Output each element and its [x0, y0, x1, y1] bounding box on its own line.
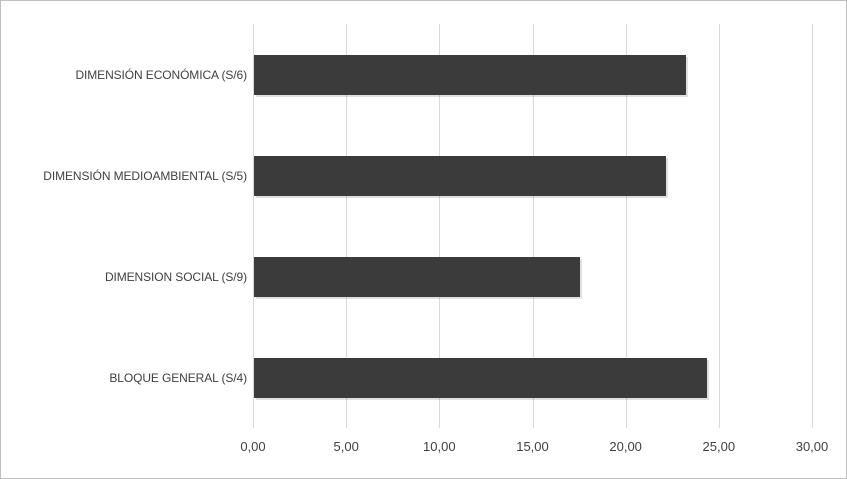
x-tick-label: 20,00	[609, 439, 642, 454]
gridline	[439, 24, 441, 428]
category-label: BLOQUE GENERAL (S/4)	[109, 370, 247, 385]
x-tick-label: 15,00	[516, 439, 549, 454]
bar	[254, 54, 687, 95]
category-label: DIMENSIÓN MEDIOAMBIENTAL (S/5)	[43, 168, 247, 183]
gridline	[346, 24, 348, 428]
gridline	[718, 24, 720, 428]
bar	[254, 155, 666, 196]
bar	[254, 357, 707, 398]
bar	[254, 256, 581, 297]
category-label: DIMENSION SOCIAL (S/9)	[104, 269, 247, 284]
category-label: DIMENSIÓN ECONÓMICA (S/6)	[75, 67, 247, 82]
x-tick-label: 0,00	[240, 439, 266, 454]
x-tick-label: 30,00	[795, 439, 829, 454]
gridline	[532, 24, 534, 428]
x-tick-label: 5,00	[333, 439, 359, 454]
x-tick-label: 25,00	[702, 439, 736, 454]
x-tick-label: 10,00	[423, 439, 456, 454]
gridline	[625, 24, 627, 428]
gridline	[253, 24, 254, 428]
gridline	[812, 24, 813, 428]
plot-area	[253, 24, 813, 428]
